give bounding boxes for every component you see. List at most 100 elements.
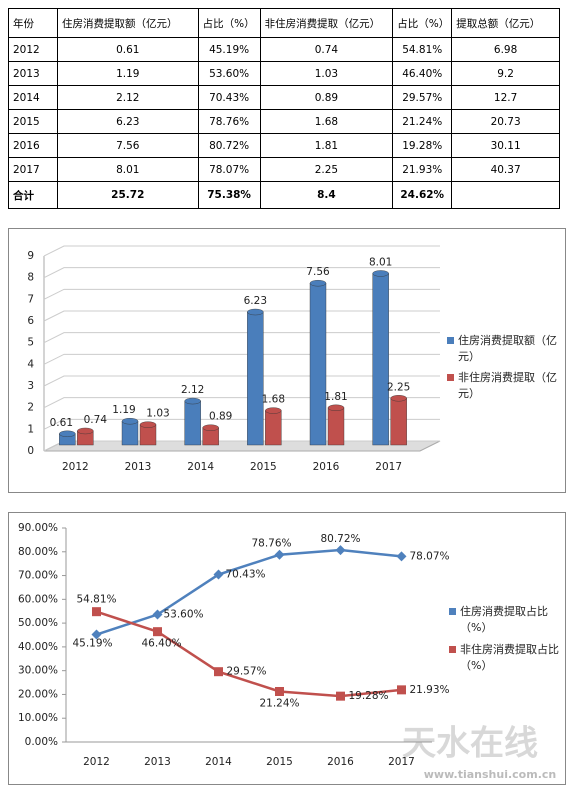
data-label: 1.81 <box>324 391 347 403</box>
y-tick-label: 70.00% <box>18 570 58 582</box>
header-cell: 提取总额（亿元） <box>451 8 560 38</box>
data-label: 29.57% <box>226 666 266 678</box>
legend-label: 非住房消费提取占比（%） <box>460 643 559 672</box>
bar <box>184 400 201 446</box>
y-tick-label: 6 <box>27 315 34 327</box>
chart-frame <box>8 512 566 785</box>
x-tick-label: 2012 <box>62 461 89 473</box>
table-row: 2016 7.56 80.72% 1.81 19.28% 30.11 <box>8 133 560 158</box>
data-label: 21.24% <box>259 697 299 709</box>
x-tick-label: 2012 <box>83 756 110 768</box>
data-label: 6.23 <box>244 295 267 307</box>
table-cell: 2016 <box>8 133 58 158</box>
y-tick-label: 8 <box>27 272 34 284</box>
grid-line <box>43 245 440 257</box>
legend-entry: 住房消费提取占比（%） <box>449 604 560 636</box>
data-label: 1.68 <box>262 394 285 406</box>
bar <box>247 311 264 446</box>
legend-label: 住房消费提取额（亿元） <box>458 334 557 363</box>
bar <box>390 398 407 446</box>
x-tick-label: 2017 <box>375 461 402 473</box>
table-row: 2014 2.12 70.43% 0.89 29.57% 12.7 <box>8 85 560 110</box>
x-tick-label: 2013 <box>144 756 171 768</box>
data-label: 53.60% <box>163 609 203 621</box>
table-row: 2013 1.19 53.60% 1.03 46.40% 9.2 <box>8 61 560 86</box>
x-tick-label: 2015 <box>250 461 277 473</box>
table-cell: 1.68 <box>259 109 394 134</box>
table-cell: 0.74 <box>259 37 394 62</box>
y-tick-label: 0 <box>27 445 34 457</box>
data-label: 0.74 <box>84 414 108 426</box>
table-cell: 6.98 <box>451 37 560 62</box>
data-table: 年份 住房消费提取额（亿元） 占比（%） 非住房消费提取（亿元） 占比（%） 提取总额（亿… <box>8 8 560 209</box>
marker <box>396 551 407 562</box>
total-row: 合计 25.72 75.38% 8.4 24.62% <box>8 181 560 209</box>
x-tick-label: 2013 <box>125 461 152 473</box>
watermark: 天水在线 <box>402 724 538 764</box>
table-cell: 53.60% <box>197 61 261 86</box>
data-label: 8.01 <box>369 256 392 268</box>
total-cell: 8.4 <box>259 181 394 209</box>
grid-line <box>43 267 440 279</box>
x-tick-label: 2016 <box>327 756 354 768</box>
total-cell: 25.72 <box>56 181 199 209</box>
x-tick-label: 2014 <box>187 461 214 473</box>
y-tick-label: 3 <box>27 380 34 392</box>
y-tick-label: 60.00% <box>18 593 58 605</box>
table-cell: 0.61 <box>56 37 199 62</box>
data-label: 45.19% <box>72 638 112 650</box>
table-cell <box>451 181 560 209</box>
y-tick-label: 7 <box>27 293 34 305</box>
marker <box>153 627 162 637</box>
legend-swatch <box>449 646 456 653</box>
y-tick-label: 9 <box>27 250 34 262</box>
header-row: 年份 住房消费提取额（亿元） 占比（%） 非住房消费提取（亿元） 占比（%） 提取总额（亿… <box>8 8 560 38</box>
data-label: 2.25 <box>387 381 410 393</box>
legend-swatch <box>447 374 454 381</box>
y-tick-label: 10.00% <box>18 712 58 724</box>
table-cell: 70.43% <box>197 85 261 110</box>
data-label: 0.89 <box>209 411 232 423</box>
bar-top <box>77 427 94 435</box>
legend-entry: 非住房消费提取（亿元） <box>447 370 558 402</box>
bar-top <box>390 395 407 402</box>
bar <box>309 283 327 446</box>
y-tick-label: 0.00% <box>25 736 58 748</box>
data-label: 78.07% <box>409 550 449 562</box>
bar <box>372 273 389 446</box>
marker <box>92 607 101 617</box>
marker <box>214 667 223 677</box>
bar <box>265 410 282 446</box>
bar-top <box>202 424 219 431</box>
data-label: 54.81% <box>76 594 116 606</box>
y-tick-label: 1 <box>27 423 34 435</box>
bar-top <box>139 421 157 428</box>
header-cell: 非住房消费提取（亿元） <box>259 8 394 38</box>
x-tick-label: 2014 <box>205 756 232 768</box>
line <box>96 610 402 698</box>
bar-top <box>265 407 282 414</box>
legend-label: 非住房消费提取（亿元） <box>458 371 557 400</box>
bar <box>327 407 345 446</box>
x-tick-label: 2017 <box>388 756 415 768</box>
legend-entry: 非住房消费提取占比（%） <box>449 642 560 674</box>
legend-swatch <box>449 608 456 615</box>
data-label: 2.12 <box>181 384 204 396</box>
marker <box>213 569 224 580</box>
marker <box>397 685 406 695</box>
watermark-url: www.tianshui.com.cn <box>424 768 556 781</box>
table-row: 2012 0.61 45.19% 0.74 54.81% 6.98 <box>8 37 560 62</box>
table-cell: 80.72% <box>197 133 261 158</box>
legend-entry: 住房消费提取额（亿元） <box>447 333 558 365</box>
table-cell: 2012 <box>8 37 58 62</box>
y-tick-label: 5 <box>27 337 34 349</box>
table-cell: 54.81% <box>392 37 453 62</box>
bar-top <box>327 404 345 411</box>
chart-frame <box>8 228 566 493</box>
y-tick-label: 4 <box>27 358 34 370</box>
y-tick-label: 50.00% <box>18 617 58 629</box>
data-label: 70.43% <box>225 569 265 581</box>
table-cell: 2013 <box>8 61 58 86</box>
marker <box>152 609 163 620</box>
